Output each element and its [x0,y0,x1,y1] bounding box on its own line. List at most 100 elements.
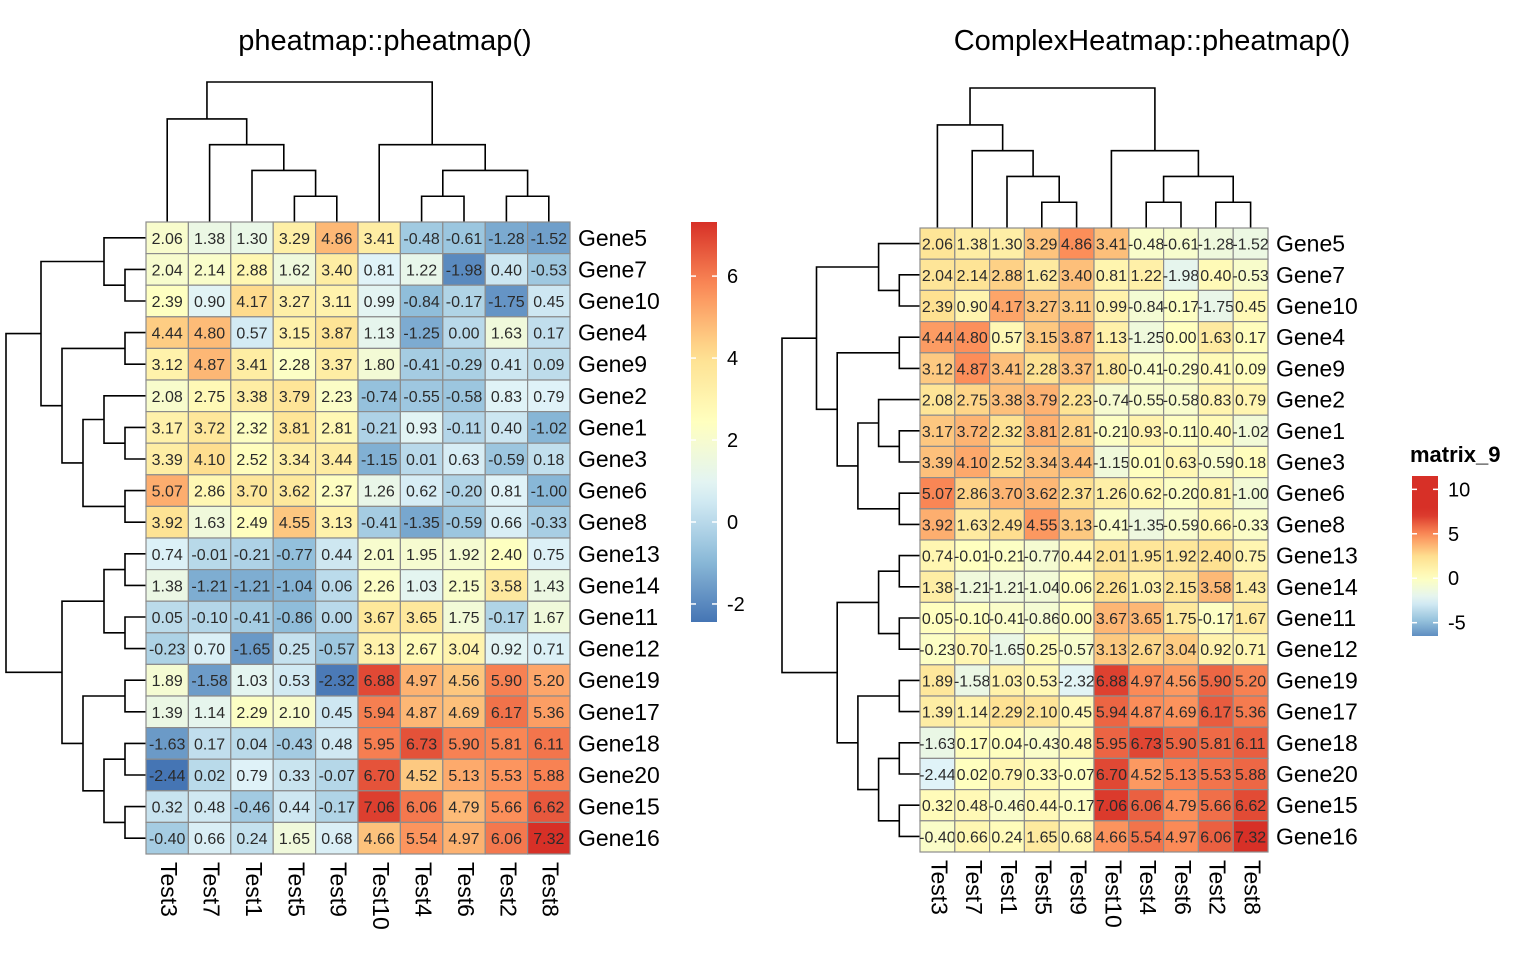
heatmap-cell [919,570,956,604]
heatmap-cell [442,758,486,792]
cell-value-label: -1.25 [1128,330,1165,347]
heatmap-cell [919,289,956,323]
heatmap-cell [187,442,232,476]
cell-value-label: 3.12 [922,361,953,378]
cell-value-label: 2.08 [922,393,953,410]
heatmap-cell [399,284,444,318]
heatmap-cell [272,284,317,318]
cell-value-label: 5.90 [1165,736,1196,753]
cell-value-label: 0.79 [236,768,267,785]
column-dendrogram-branch [505,195,550,222]
cell-value-label: -1.98 [446,262,483,279]
cell-value-label: 0.75 [533,547,564,564]
heatmap-cell [1162,757,1199,791]
cell-value-label: -1.25 [403,326,440,343]
cell-value-label: 0.90 [194,294,225,311]
heatmap-cell [230,663,274,697]
cell-value-label: 1.39 [922,705,953,722]
cell-value-label: 2.52 [991,455,1022,472]
cell-value-label: 0.83 [491,389,522,406]
row-label: Gene3 [578,446,647,472]
cell-value-label: 6.73 [1131,736,1162,753]
heatmap-cell [1162,695,1199,728]
cell-value-label: -0.07 [1058,767,1095,784]
heatmap-cell [526,821,571,855]
cell-value-label: 7.06 [364,800,395,817]
cell-value-label: 2.26 [1096,580,1127,597]
cell-value-label: 0.24 [991,829,1022,846]
cell-value-label: 0.02 [957,767,988,784]
cell-value-label: -1.21 [954,580,991,597]
heatmap-cell [187,253,232,286]
heatmap-cell [230,316,274,349]
cell-value-label: 2.04 [152,262,183,279]
cell-value-label: 0.45 [533,294,564,311]
cell-value-label: -0.48 [403,231,440,248]
column-label: Test2 [495,862,521,917]
cell-value-label: 6.88 [1096,673,1127,690]
column-label: Test7 [199,862,225,917]
heatmap-cell [272,474,317,507]
row-label: Gene6 [1276,480,1345,506]
cell-value-label: 4.97 [448,831,479,848]
heatmap-cell [1197,601,1234,635]
row-dendrogram-branch [61,347,125,464]
cell-value-label: 0.74 [922,549,953,566]
heatmap-cell [442,663,486,697]
heatmap-cell [1128,445,1165,479]
heatmap-cell [230,284,274,318]
cell-value-label: 0.79 [1235,393,1266,410]
row-dendrogram-branch [124,679,146,713]
row-label: Gene1 [578,414,647,440]
cell-value-label: -0.21 [1093,424,1130,441]
heatmap-cell [145,347,190,381]
cell-value-label: 3.81 [1026,424,1057,441]
cell-value-label: 0.33 [1026,767,1057,784]
cell-value-label: 2.40 [491,547,522,564]
row-label: Gene17 [578,699,660,725]
heatmap-cell [1232,539,1269,572]
row-label: Gene7 [578,256,647,282]
cell-value-label: -0.58 [1163,393,1200,410]
cell-value-label: 0.90 [957,299,988,316]
heatmap-cell [988,477,1025,510]
heatmap-cell [1093,757,1130,791]
column-dendrogram-branch [378,143,486,222]
cell-value-label: 0.00 [448,326,479,343]
cell-value-label: 0.24 [236,831,267,848]
heatmap-cell [1197,695,1234,728]
heatmap-cell [1058,258,1095,292]
heatmap-cell [526,316,571,349]
cell-value-label: -0.53 [1232,268,1269,285]
cell-value-label: -1.58 [191,673,228,690]
heatmap-cell [1128,726,1165,760]
row-label: Gene5 [1276,231,1345,257]
column-label: Test5 [1031,860,1057,915]
heatmap-cell [399,695,444,729]
cell-value-label: 1.65 [1026,829,1057,846]
cell-value-label: 0.18 [533,452,564,469]
cell-value-label: -0.59 [1198,455,1235,472]
cell-value-label: -2.32 [319,673,356,690]
heatmap-cell [230,695,274,729]
legend-color-bar [691,222,717,622]
row-label: Gene17 [1276,699,1358,725]
cell-value-label: 1.38 [152,578,183,595]
cell-value-label: 2.40 [1200,549,1231,566]
heatmap-cell [357,600,402,634]
cell-value-label: -0.21 [234,547,271,564]
chart-title: ComplexHeatmap::pheatmap() [954,25,1351,57]
heatmap-cell [315,663,359,697]
cell-value-label: -0.48 [1128,237,1165,254]
cell-value-label: 1.43 [1235,580,1266,597]
cell-value-label: 0.63 [1165,455,1196,472]
heatmap-cell [526,600,571,634]
cell-value-label: 3.40 [321,262,352,279]
cell-value-label: 0.00 [1165,330,1196,347]
cell-value-label: 4.97 [1165,829,1196,846]
cell-value-label: 1.89 [922,673,953,690]
heatmap-cell [1232,445,1269,479]
legend-tick-label: 5 [1448,524,1459,546]
cell-value-label: 3.41 [236,357,267,374]
cell-value-label: 3.41 [1096,237,1127,254]
